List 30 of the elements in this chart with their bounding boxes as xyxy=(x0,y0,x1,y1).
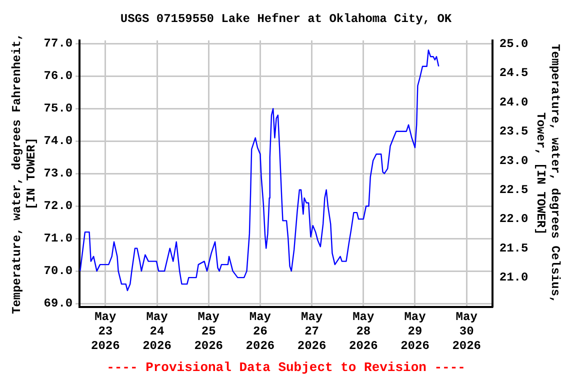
text: ---- Provisional Data Subject to Revision ---- xyxy=(106,360,466,375)
y-tick-label: 76.0 xyxy=(44,69,73,84)
x-tick-label: May 28 2026 xyxy=(348,310,378,353)
y2-tick-label: 25.0 xyxy=(499,36,528,51)
y2-tick-label: 23.0 xyxy=(499,154,528,168)
y-tick-label: 69.0 xyxy=(44,296,73,311)
y-tick-label: 72.0 xyxy=(44,199,73,214)
y2-tick-label: 21.0 xyxy=(499,270,528,285)
y2-tick-label: 24.5 xyxy=(499,66,528,80)
x-tick-label: May 25 2026 xyxy=(194,310,224,353)
y2-tick-label: 21.5 xyxy=(499,241,528,256)
y-axis-title: Temperature, water, degrees Fahrenheit, [IN TOWER] xyxy=(10,33,39,314)
y-tick-label: 74.0 xyxy=(44,134,73,148)
x-tick-label: May 26 2026 xyxy=(246,310,275,353)
chart-title: USGS 07159550 Lake Hefner at Oklahoma City, OK xyxy=(120,12,452,26)
x-tick-label: May 29 2026 xyxy=(400,310,430,353)
y-tick-label: 71.0 xyxy=(44,232,73,246)
y-tick-label: 73.0 xyxy=(44,166,73,181)
y-tick-label: 75.0 xyxy=(44,102,73,116)
y2-tick-label: 23.5 xyxy=(499,124,528,139)
x-tick-label: May 30 2026 xyxy=(452,310,481,353)
x-tick-label: May 24 2026 xyxy=(142,310,172,353)
x-tick-label: May 27 2026 xyxy=(297,310,326,353)
y-tick-label: 70.0 xyxy=(44,264,73,278)
y2-tick-label: 22.0 xyxy=(499,212,528,226)
x-tick-label: May 23 2026 xyxy=(91,310,120,353)
y-tick-label: 77.0 xyxy=(44,36,73,51)
y2-axis-title: Temperature, water, degrees Celsius, Tower, [IN TOWER] xyxy=(533,44,562,304)
y2-tick-label: 24.0 xyxy=(499,95,528,110)
y2-tick-label: 22.5 xyxy=(499,182,528,197)
